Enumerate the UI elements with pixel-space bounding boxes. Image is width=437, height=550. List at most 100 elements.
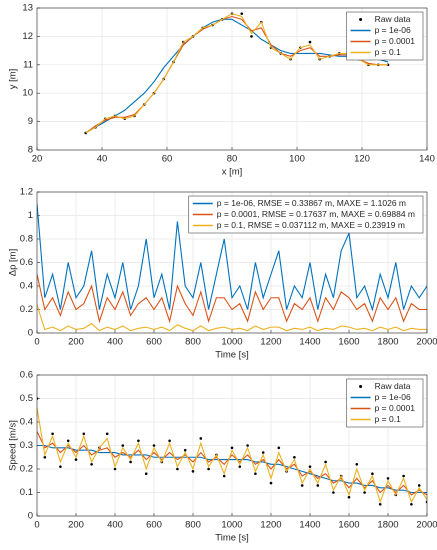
data-point <box>363 491 366 494</box>
axes: 20 40 60 80 100 120 140 8 9 10 11 12 13 x [m] y [m] Raw… <box>8 3 435 178</box>
x-tick-label: 400 <box>107 520 123 531</box>
y-tick-label: 0.8 <box>20 234 33 245</box>
data-point <box>332 491 335 494</box>
legend-label: Raw data <box>375 14 411 24</box>
data-point <box>238 465 242 468</box>
x-tick-label: 140 <box>419 154 435 165</box>
axes-box <box>36 374 428 517</box>
y-tick-label: 0.2 <box>20 304 33 315</box>
series-line <box>37 274 427 324</box>
series-line <box>37 407 427 504</box>
y-tick-label: 0.5 <box>20 393 33 404</box>
x-axis-label: Time [s] <box>215 533 248 544</box>
data-point <box>240 12 244 15</box>
x-tick-label: 1600 <box>338 520 359 531</box>
y-tick-label: 1 <box>28 210 33 221</box>
legend-label: p = 0.1 <box>375 414 402 424</box>
data-point <box>191 470 195 473</box>
y-axis-label: y [m] <box>8 69 19 90</box>
data-point <box>66 439 70 443</box>
y-tick-label: 13 <box>22 3 33 14</box>
x-tick-label: 1400 <box>299 520 320 531</box>
x-tick-label: 40 <box>97 154 108 165</box>
legend-label: p = 0.1, RMSE = 0.037112 m, MAXE = 0.239… <box>217 220 405 230</box>
data-point <box>371 472 374 476</box>
data-point <box>207 467 210 471</box>
data-point <box>183 448 187 452</box>
data-point <box>316 484 320 487</box>
legend-swatch <box>359 385 363 388</box>
y-tick-label: 10 <box>22 88 33 99</box>
legend-label: p = 0.0001 <box>375 403 416 413</box>
x-tick-label: 100 <box>289 154 305 165</box>
series-line <box>37 203 427 312</box>
legend-label: Raw data <box>375 381 411 391</box>
x-tick-label: 600 <box>146 520 162 531</box>
axes-box <box>36 7 428 151</box>
legend-label: p = 0.0001 <box>375 36 416 46</box>
data-point <box>137 439 140 443</box>
axes-box <box>36 191 428 334</box>
data-point <box>82 432 86 436</box>
data-point <box>277 446 281 450</box>
data-point <box>293 455 296 459</box>
series-line <box>85 18 389 134</box>
data-point <box>176 467 179 471</box>
data-point <box>261 451 265 454</box>
series-group <box>37 397 427 506</box>
legend-box <box>188 195 424 234</box>
data-point <box>230 446 234 450</box>
data-point <box>43 455 47 459</box>
y-tick-label: 0.3 <box>20 440 33 451</box>
data-point <box>386 477 390 480</box>
y-tick-label: 0.4 <box>20 417 33 428</box>
series-line <box>85 13 388 134</box>
x-tick-label: 1000 <box>221 337 242 348</box>
x-tick-label: 400 <box>107 337 123 348</box>
y-axis-label: Δp [m] <box>8 249 19 276</box>
data-point <box>168 439 171 443</box>
x-axis-label: x [m] <box>222 167 243 178</box>
x-tick-label: 0 <box>34 337 39 348</box>
data-point <box>417 484 421 487</box>
x-tick-label: 200 <box>68 520 84 531</box>
legend-label: p = 0.1 <box>375 47 402 57</box>
data-point <box>269 481 273 485</box>
y-tick-label: 12 <box>22 31 33 42</box>
x-tick-label: 2000 <box>416 337 437 348</box>
y-tick-label: 9 <box>28 116 33 127</box>
legend-label: p = 1e-06 <box>375 392 411 402</box>
data-point <box>199 437 203 440</box>
data-point <box>254 472 257 476</box>
data-point <box>90 463 93 466</box>
x-tick-label: 1800 <box>377 337 398 348</box>
data-point <box>51 432 54 436</box>
data-point <box>378 502 382 506</box>
data-point <box>152 444 156 447</box>
axes: 0 200 400 600 800 1000 1200 1400 1600 1800 2000 0 0.… <box>8 187 437 361</box>
legend-label: p = 1e-06, RMSE = 0.33867 m, MAXE = 1.10… <box>217 198 406 208</box>
y-axis-label: Speed [m/s] <box>8 420 19 471</box>
data-point <box>74 458 78 461</box>
y-tick-label: 0.6 <box>20 257 33 268</box>
data-point <box>355 463 359 466</box>
x-tick-label: 800 <box>185 520 201 531</box>
y-tick-label: 1.2 <box>20 187 33 198</box>
axes: 0 200 400 600 800 1000 1200 1400 1600 1800 2000 0 0.… <box>8 370 437 544</box>
data-point <box>308 465 312 468</box>
y-tick-label: 0.2 <box>20 464 33 475</box>
x-tick-label: 1600 <box>338 337 359 348</box>
data-point <box>402 474 405 478</box>
x-tick-label: 120 <box>354 154 370 165</box>
series-line <box>37 304 427 332</box>
y-tick-label: 11 <box>23 59 33 70</box>
y-tick-label: 0 <box>28 328 33 339</box>
y-tick-label: 0.4 <box>20 281 33 292</box>
data-point <box>324 460 327 464</box>
x-tick-label: 80 <box>227 154 238 165</box>
data-point <box>129 460 132 464</box>
data-point <box>425 500 427 504</box>
data-point <box>105 432 109 436</box>
